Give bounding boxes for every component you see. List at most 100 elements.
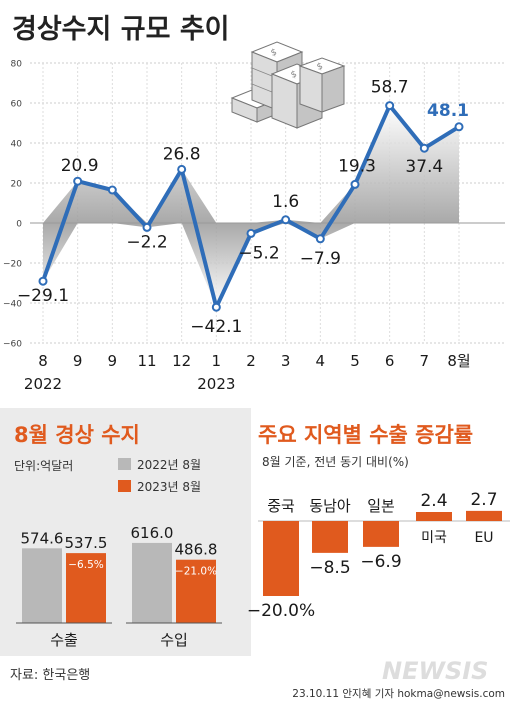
- x-tick-label: 1: [212, 352, 222, 370]
- bar-change-label: −6.5%: [68, 559, 103, 571]
- money-stack-icon: $ $ $ $: [230, 41, 346, 129]
- data-label: 48.1: [427, 101, 469, 121]
- line-chart-series: [38, 101, 464, 312]
- bar: [416, 512, 452, 521]
- legend-label-2022: 2022년 8월: [137, 458, 201, 472]
- data-point: [177, 164, 187, 174]
- x-tick-label: 8: [38, 352, 48, 370]
- data-point: [73, 176, 83, 186]
- data-label: −2.2: [126, 232, 167, 252]
- legend-label-2023: 2023년 8월: [137, 480, 201, 494]
- data-label: −42.1: [190, 317, 242, 337]
- region-bars: 중국 −20.0% 동남아 −8.5 일본 −6.9 2.4 미국 2.7 EU: [247, 490, 510, 621]
- data-point: [350, 179, 360, 189]
- x-tick-label: 7: [420, 352, 430, 370]
- credit-label: 23.10.11 안지혜 기자 hokma@newsis.com: [292, 688, 505, 700]
- y-tick-label: −20: [3, 260, 22, 270]
- bar-value-label: 537.5: [65, 534, 108, 552]
- category-label: 수출: [50, 631, 78, 649]
- bar: [132, 542, 172, 623]
- bar-value-label: 2.4: [420, 491, 447, 511]
- x-tick-label: 3: [281, 352, 291, 370]
- y-tick-label: 20: [11, 180, 23, 190]
- data-label: 19.3: [338, 156, 376, 176]
- positive-area-fill: [43, 105, 459, 223]
- line-chart-labels: −29.1 20.9 −2.2 26.8 −42.1 −5.2 1.6 −7.9 19.3 58.…: [17, 78, 469, 338]
- data-point: [142, 222, 152, 232]
- bar: [312, 521, 348, 553]
- y-tick-label: 0: [16, 220, 22, 230]
- data-label: −7.9: [300, 249, 341, 269]
- category-label: 일본: [367, 497, 395, 515]
- data-label: 37.4: [405, 157, 443, 177]
- legend-swatch-2023: [118, 480, 131, 492]
- bar-value-label: 574.6: [21, 529, 64, 547]
- bar: [66, 553, 106, 623]
- data-point: [107, 185, 117, 195]
- data-point: [419, 143, 429, 153]
- data-label: 20.9: [61, 156, 99, 176]
- panel-title-region: 주요 지역별 수출 증감률: [258, 423, 473, 447]
- panel-title-balance: 8월 경상 수지: [14, 423, 140, 447]
- bar: [22, 548, 62, 623]
- data-point: [315, 234, 325, 244]
- data-label: −29.1: [17, 286, 69, 306]
- x-tick-label: 2: [246, 352, 256, 370]
- data-label: −5.2: [238, 243, 279, 263]
- main-title: 경상수지 규모 추이: [12, 14, 230, 45]
- x-tick-label: 11: [137, 352, 156, 370]
- svg-text:$: $: [290, 69, 299, 80]
- bar-value-label: 2.7: [470, 490, 497, 510]
- x-tick-label: 6: [385, 352, 395, 370]
- data-point: [385, 101, 395, 111]
- legend-swatch-2022: [118, 458, 131, 470]
- x-tick-label: 9: [73, 352, 83, 370]
- svg-text:$: $: [270, 47, 279, 58]
- y-tick-label: −40: [3, 300, 22, 310]
- watermark-logo: NEWSIS: [382, 657, 488, 685]
- region-subtitle: 8월 기준, 전년 동기 대비(%): [262, 455, 409, 469]
- x-tick-label: 5: [350, 352, 360, 370]
- data-point: [246, 228, 256, 238]
- bar-value-label: −6.9: [360, 552, 401, 572]
- line-chart-fill: [43, 105, 459, 308]
- svg-text:$: $: [316, 61, 325, 72]
- bar-value-label: −20.0%: [247, 601, 315, 621]
- bar-value-label: −8.5: [309, 558, 350, 578]
- unit-label: 단위:억달러: [14, 459, 73, 473]
- year-label: 2022: [24, 375, 62, 393]
- bar: [176, 559, 216, 623]
- source-label: 자료: 한국은행: [10, 667, 90, 683]
- data-point: [38, 276, 48, 286]
- y-tick-label: −60: [3, 340, 22, 350]
- data-label: 58.7: [371, 78, 409, 98]
- category-label: 수입: [160, 631, 188, 649]
- category-label: 중국: [267, 497, 295, 515]
- x-tick-label: 4: [316, 352, 326, 370]
- bar-change-label: −21.0%: [175, 566, 217, 578]
- x-tick-label: 9: [108, 352, 118, 370]
- x-tick-label: 12: [172, 352, 191, 370]
- data-point: [281, 215, 291, 225]
- y-tick-label: 80: [11, 60, 23, 70]
- category-label: 미국: [421, 530, 447, 546]
- bar: [363, 521, 399, 547]
- category-label: 동남아: [309, 497, 351, 515]
- y-tick-label: 60: [11, 100, 23, 110]
- bar: [263, 521, 299, 596]
- bar-value-label: 616.0: [131, 524, 174, 542]
- category-label: EU: [474, 530, 493, 546]
- data-label: 26.8: [163, 144, 201, 164]
- year-label: 2023: [197, 375, 235, 393]
- data-label: 1.6: [272, 192, 299, 212]
- x-tick-label: 8월: [447, 352, 470, 370]
- y-tick-label: 40: [11, 140, 23, 150]
- bar: [466, 510, 502, 521]
- data-point: [211, 302, 221, 312]
- data-point: [454, 122, 464, 132]
- bar-value-label: 486.8: [175, 541, 218, 559]
